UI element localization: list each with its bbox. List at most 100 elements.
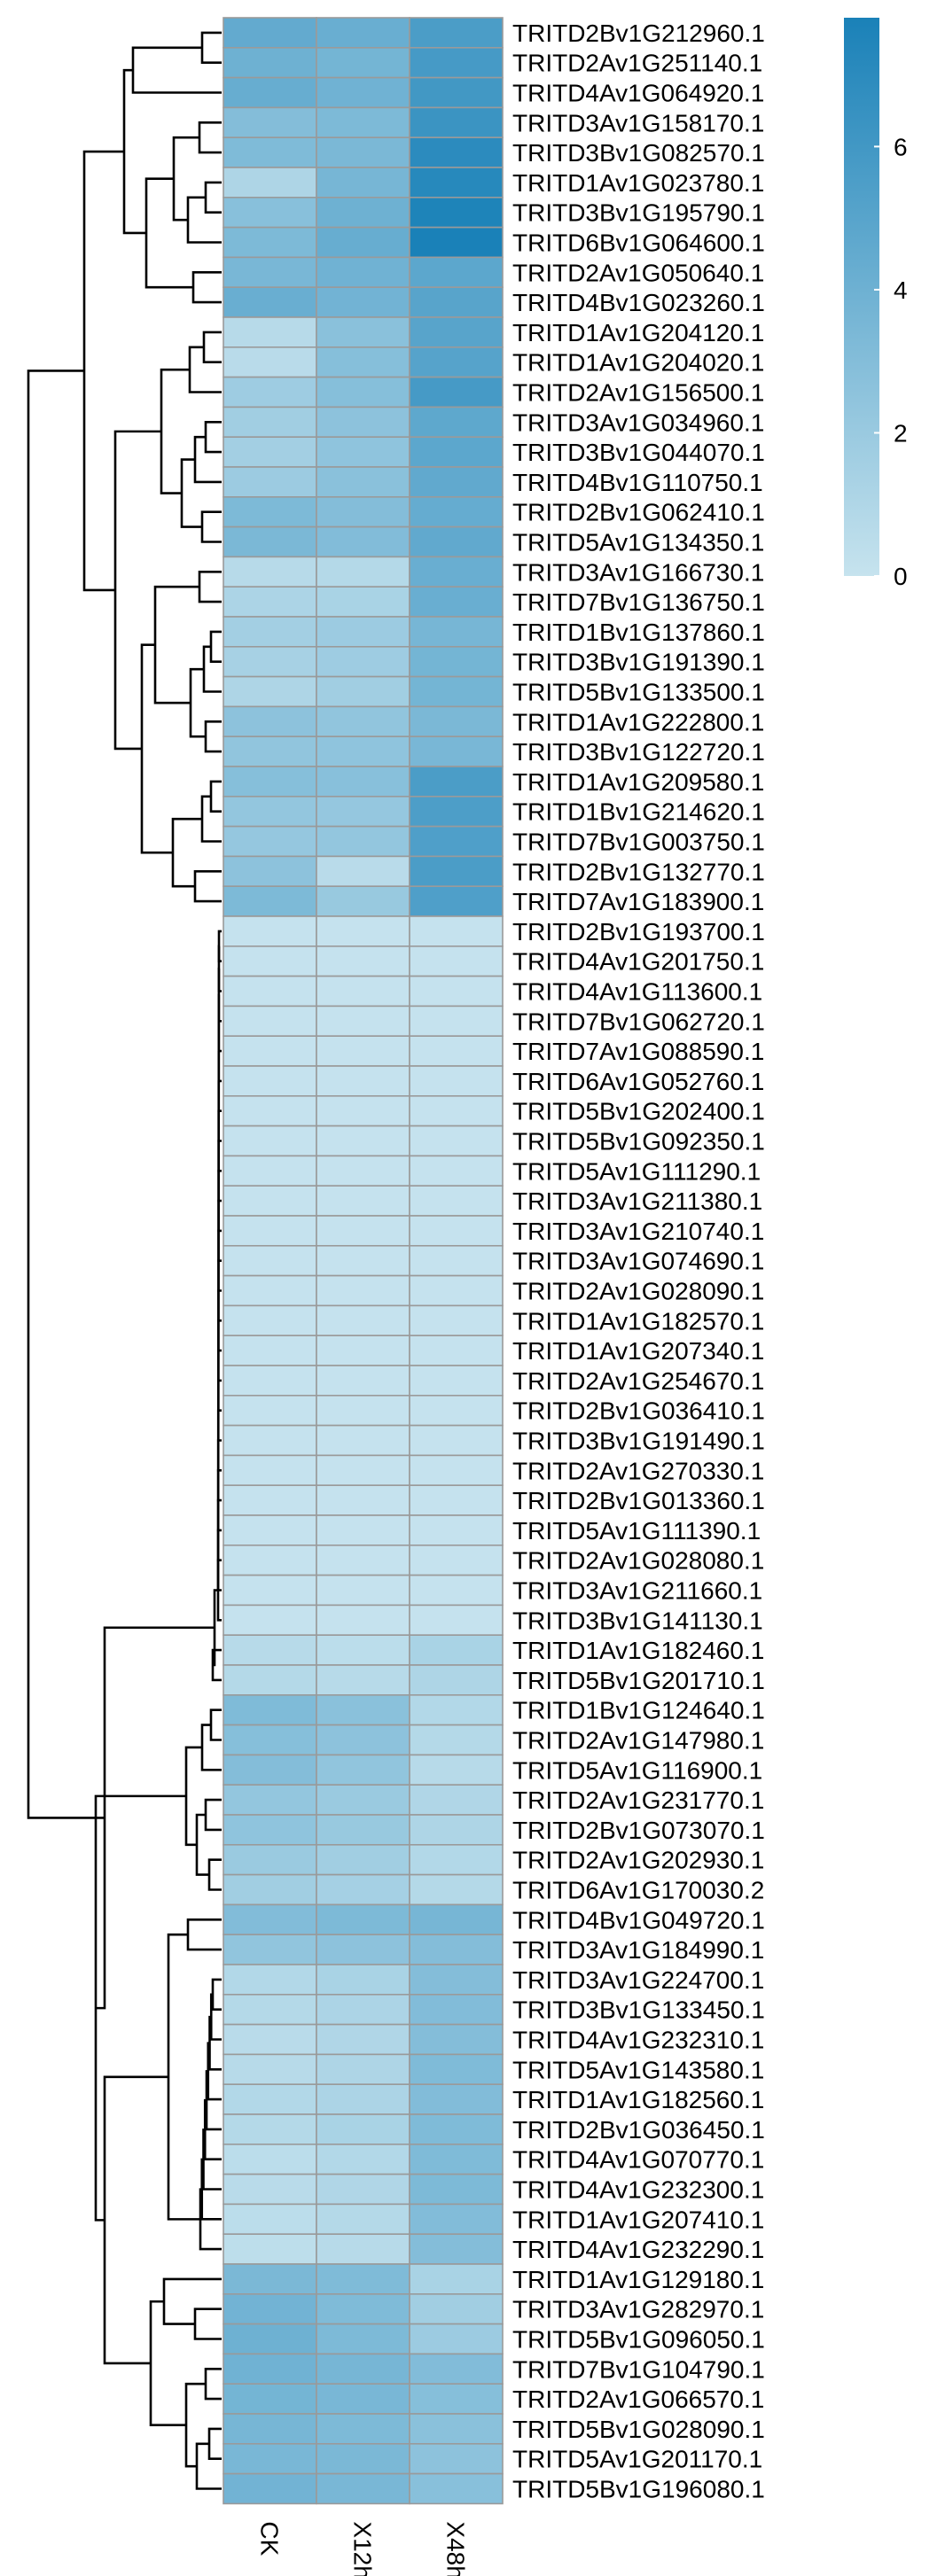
heatmap-cell [223,2472,317,2505]
heatmap-cell [409,1634,504,1666]
heatmap-cell [409,1545,504,1576]
dendrogram-node-1 [131,46,222,94]
heatmap-cell [223,1035,317,1067]
row-label: TRITD3Av1G166730.1 [512,558,764,586]
row-label: TRITD2Av1G147980.1 [512,1727,764,1755]
heatmap-cell [316,1454,410,1487]
heatmap-cell [409,1574,504,1607]
heatmap-cell [409,136,504,168]
dendrogram-node-24 [193,870,222,903]
dendrogram-node-78 [103,2075,168,2365]
dendrogram-node-57 [207,1858,222,1891]
dendrogram-branch [160,368,190,494]
dendrogram-branch [27,370,105,1819]
heatmap-cell [316,2023,410,2056]
heatmap-cell [316,2083,410,2115]
row-label: TRITD5Av1G111290.1 [512,1157,761,1185]
heatmap-cell [223,855,317,888]
heatmap-cell [316,1005,410,1038]
heatmap-cell [316,1304,410,1337]
heatmap-cell [223,406,317,438]
heatmap-cell [223,1903,317,1935]
heatmap-cell [223,1335,317,1366]
heatmap-cell [316,1274,410,1307]
dendrogram-branch [200,510,222,543]
heatmap-cell [316,705,410,738]
dendrogram-node-74 [207,2427,222,2460]
heatmap-cell [316,346,410,378]
heatmap-cell [316,1754,410,1786]
row-label: TRITD3Av1G158170.1 [512,109,764,136]
legend-tick-label: 2 [894,419,908,447]
heatmap-cell [316,1395,410,1427]
heatmap-cell [409,1964,504,1996]
row-label: TRITD1Av1G204020.1 [512,349,764,377]
dendrogram-branch [184,1746,202,1847]
row-label: TRITD5Bv1G196080.1 [512,2476,765,2503]
dendrogram-branch [204,2368,222,2401]
row-label: TRITD3Bv1G044070.1 [512,439,765,466]
heatmap-cell [316,1215,410,1247]
row-label: TRITD2Bv1G036450.1 [512,2116,765,2144]
row-label: TRITD2Bv1G193700.1 [512,918,765,946]
heatmap-cell [316,616,410,648]
heatmap-cell [409,376,504,409]
row-label: TRITD5Av1G111390.1 [512,1517,761,1545]
heatmap-cell [223,2293,317,2325]
dendrogram-branch [193,435,222,484]
heatmap-cell [223,2203,317,2235]
row-label: TRITD1Bv1G137860.1 [512,619,765,646]
heatmap-cell [223,167,317,198]
heatmap-cell [316,946,410,977]
dendrogram-branch [198,121,222,154]
heatmap-cell [316,1664,410,1696]
row-label: TRITD5Bv1G096050.1 [512,2326,765,2354]
row-label: TRITD4Av1G070770.1 [512,2146,764,2174]
heatmap-cell [409,885,504,917]
heatmap-cell [223,1245,317,1277]
dendrogram-branch [211,1978,222,2011]
row-label: TRITD2Bv1G073070.1 [512,1817,765,1844]
column-labels: CK X12h X48h [256,2521,470,2576]
dendrogram-node-60 [186,1918,222,1951]
dendrogram-node-43 [217,1319,222,1382]
heatmap-cell [223,106,317,139]
heatmap-cell [223,2113,317,2145]
dendrogram-branch [153,585,199,704]
heatmap-cell [316,1724,410,1756]
heatmap-cell [316,525,410,558]
dendrogram-node-58 [195,1813,209,1876]
dendrogram-branch [200,31,222,64]
row-label: TRITD3Bv1G122720.1 [512,738,765,766]
row-label: TRITD1Av1G222800.1 [512,708,764,735]
heatmap-cell [409,1694,504,1726]
dendrogram-node-81 [27,370,105,1819]
dendrogram-branch [204,720,222,753]
heatmap-cell [223,1814,317,1846]
heatmap-cell [223,1994,317,2026]
heatmap-cell [409,1873,504,1906]
row-label: TRITD2Bv1G062410.1 [512,499,765,526]
heatmap-cell [316,436,410,468]
heatmap-cell [316,1873,410,1906]
row-label: TRITD3Av1G282970.1 [512,2296,764,2323]
row-label: TRITD2Av1G251140.1 [512,50,762,77]
row-label: TRITD5Bv1G028090.1 [512,2416,765,2443]
row-label: TRITD2Av1G202930.1 [512,1847,764,1874]
heatmap-cell [223,286,317,318]
row-label: TRITD7Bv1G062720.1 [512,1008,765,1035]
heatmap-cell [223,256,317,288]
heatmap-cell [223,1185,317,1217]
heatmap-cell [316,17,410,49]
dendrogram-branch [207,1858,222,1891]
heatmap-cell [316,226,410,259]
heatmap-cell [223,1005,317,1038]
dendrogram-node-45 [216,1379,222,1442]
heatmap-cell [223,1125,317,1157]
dendrogram-node-26 [140,643,173,854]
heatmap-cell [409,106,504,139]
row-label: TRITD2Av1G270330.1 [512,1457,764,1484]
heatmap-cell [409,2472,504,2505]
heatmap-cell [316,1245,410,1277]
